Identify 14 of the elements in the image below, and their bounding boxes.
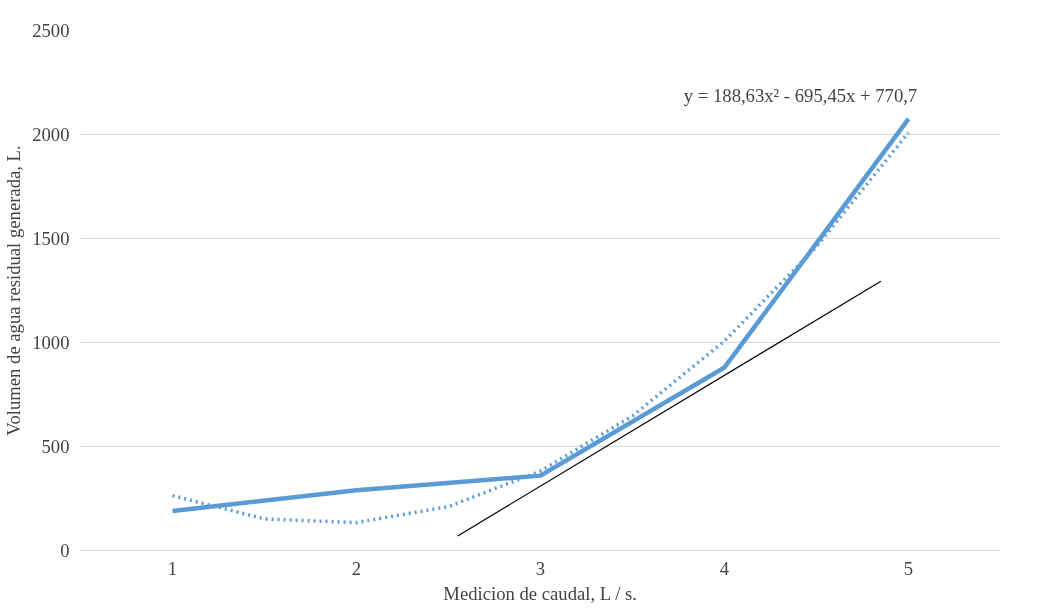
y-tick-label: 2500 (32, 20, 70, 41)
y-tick-label: 2000 (32, 124, 70, 145)
annotation: y = 188,63x² - 695,45x + 770,7 (683, 85, 918, 106)
x-axis-title: Medicion de caudal, L / s. (443, 582, 637, 604)
y-tick-label: 1500 (32, 228, 70, 249)
x-tick-label: 5 (903, 557, 914, 579)
y-tick-label: 500 (41, 436, 70, 457)
y-axis-title: Volumen de agua residual generada, L. (3, 145, 25, 436)
x-tick-label: 2 (351, 557, 362, 579)
x-tick-label: 3 (535, 557, 546, 579)
x-tick-label: 4 (719, 557, 730, 579)
x-tick-label: 1 (167, 557, 178, 579)
y-tick-label: 0 (60, 540, 70, 561)
y-tick-label: 1000 (32, 332, 70, 353)
